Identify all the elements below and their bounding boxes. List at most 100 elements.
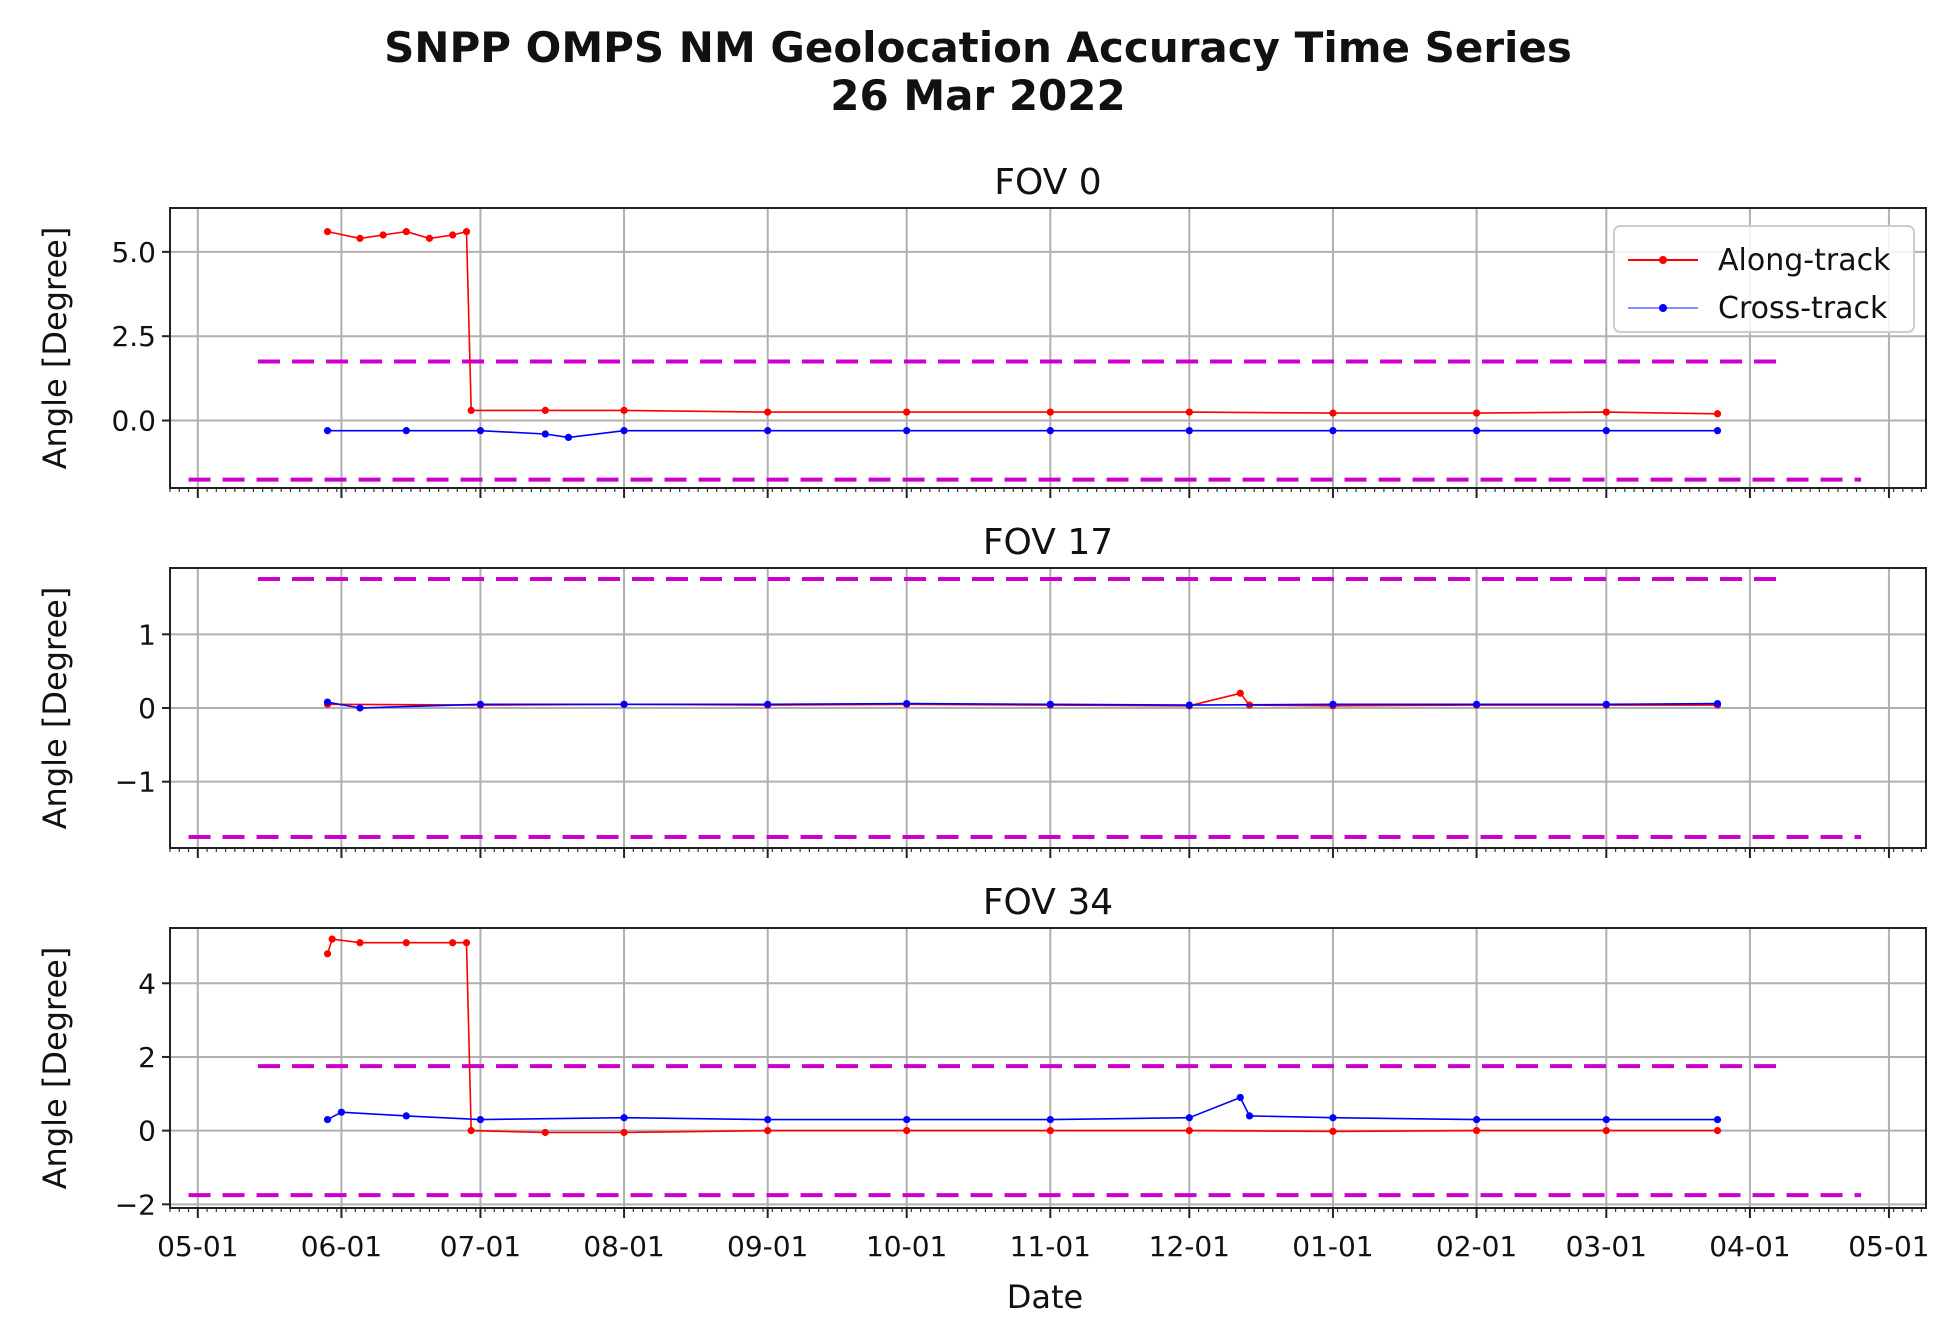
axes-frame (169, 207, 1927, 489)
y-tick-label: −1 (115, 766, 156, 799)
y-tick-label: −2 (115, 1188, 156, 1221)
series-cross-track (323, 427, 1722, 441)
data-point (564, 433, 573, 441)
data-point (476, 1115, 485, 1124)
data-point (337, 1108, 346, 1116)
data-point (402, 939, 410, 947)
data-point (764, 427, 772, 435)
axes-frame (169, 927, 1927, 1209)
data-point (1472, 427, 1481, 435)
figure-title: SNPP OMPS NM Geolocation Accuracy Time S… (384, 23, 1572, 72)
data-point (1185, 408, 1193, 416)
data-point (1602, 1127, 1610, 1135)
data-point (402, 1112, 410, 1120)
data-point (1472, 409, 1481, 417)
series-along-track (323, 228, 1722, 418)
data-point (1236, 1093, 1244, 1102)
data-point (620, 1114, 628, 1122)
x-tick-label: 11-01 (1010, 1230, 1091, 1263)
x-tick-label: 01-01 (1292, 1230, 1373, 1263)
data-point (764, 408, 772, 416)
x-tick-label: 04-01 (1709, 1230, 1790, 1263)
data-point (620, 427, 628, 435)
y-tick-label: 5.0 (111, 236, 156, 269)
data-point (764, 700, 772, 708)
panel-title: FOV 17 (983, 522, 1113, 563)
data-point (541, 1128, 549, 1137)
data-point (1329, 409, 1337, 417)
data-point (1472, 700, 1481, 708)
data-point (425, 234, 434, 242)
y-tick-label: 4 (138, 967, 156, 1000)
data-point (903, 408, 911, 416)
panel-1: FOV 17 −1 0 1 Angle [Degree] (36, 522, 1927, 858)
data-point (323, 950, 332, 958)
figure-date: 26 Mar 2022 (830, 71, 1125, 120)
data-point (1046, 1127, 1054, 1135)
series-line (327, 230, 1718, 415)
data-point (328, 935, 336, 943)
data-point (1602, 1115, 1610, 1124)
x-axis-label: Date (1007, 1278, 1083, 1316)
x-tick-label: 06-01 (301, 1230, 382, 1263)
data-point (1046, 427, 1054, 435)
y-tick-label: 1 (138, 618, 156, 651)
data-point (356, 939, 364, 947)
data-point (620, 1128, 628, 1137)
data-point (323, 698, 332, 706)
x-tick-label: 08-01 (583, 1230, 664, 1263)
data-point (541, 430, 549, 438)
y-axis-label: Angle [Degree] (36, 587, 74, 830)
data-point (1185, 701, 1193, 709)
y-axis-label: Angle [Degree] (36, 227, 74, 470)
series-cross-track (323, 698, 1722, 712)
data-point (476, 427, 485, 435)
data-point (764, 1115, 772, 1124)
data-point (1472, 1115, 1481, 1124)
data-point (1185, 427, 1193, 435)
series-along-track (323, 935, 1722, 1137)
y-axis-label: Angle [Degree] (36, 947, 74, 1190)
y-tick-label: 2.5 (111, 320, 156, 353)
data-point (1046, 700, 1054, 708)
x-tick-label: 07-01 (440, 1230, 521, 1263)
data-point (1046, 1115, 1054, 1124)
data-point (1713, 427, 1722, 435)
data-point (476, 700, 485, 708)
data-point (1185, 1127, 1193, 1135)
data-point (449, 939, 457, 947)
y-tick-label: 0 (138, 1115, 156, 1148)
data-point (1713, 410, 1722, 418)
data-point (1472, 1127, 1481, 1135)
series-line (326, 938, 1718, 1134)
data-point (764, 1127, 772, 1135)
series-line (327, 429, 1718, 439)
data-point (903, 1115, 911, 1124)
y-tick-label: 0 (138, 692, 156, 725)
series-line (327, 701, 1718, 709)
data-point (462, 228, 471, 236)
data-point (323, 1115, 332, 1124)
panel-title: FOV 0 (994, 162, 1101, 203)
series-cross-track (323, 1093, 1722, 1124)
x-tick-label: 12-01 (1149, 1230, 1230, 1263)
x-tick-label: 03-01 (1566, 1230, 1647, 1263)
data-point (541, 406, 549, 415)
data-point (449, 231, 457, 239)
data-point (1602, 700, 1610, 708)
data-point (356, 704, 364, 712)
data-point (1713, 699, 1722, 708)
series-along-track (323, 689, 1722, 710)
data-point (620, 700, 628, 708)
data-point (1329, 700, 1337, 708)
data-point (402, 427, 410, 435)
y-tick-label: 2 (138, 1041, 156, 1074)
data-point (323, 427, 332, 435)
data-point (379, 231, 387, 239)
data-point (1713, 1115, 1722, 1124)
data-point (467, 406, 475, 415)
data-point (1713, 1127, 1722, 1135)
legend-label: Cross-track (1718, 291, 1888, 326)
series-line (327, 1096, 1718, 1121)
x-tick-label: 09-01 (727, 1230, 808, 1263)
